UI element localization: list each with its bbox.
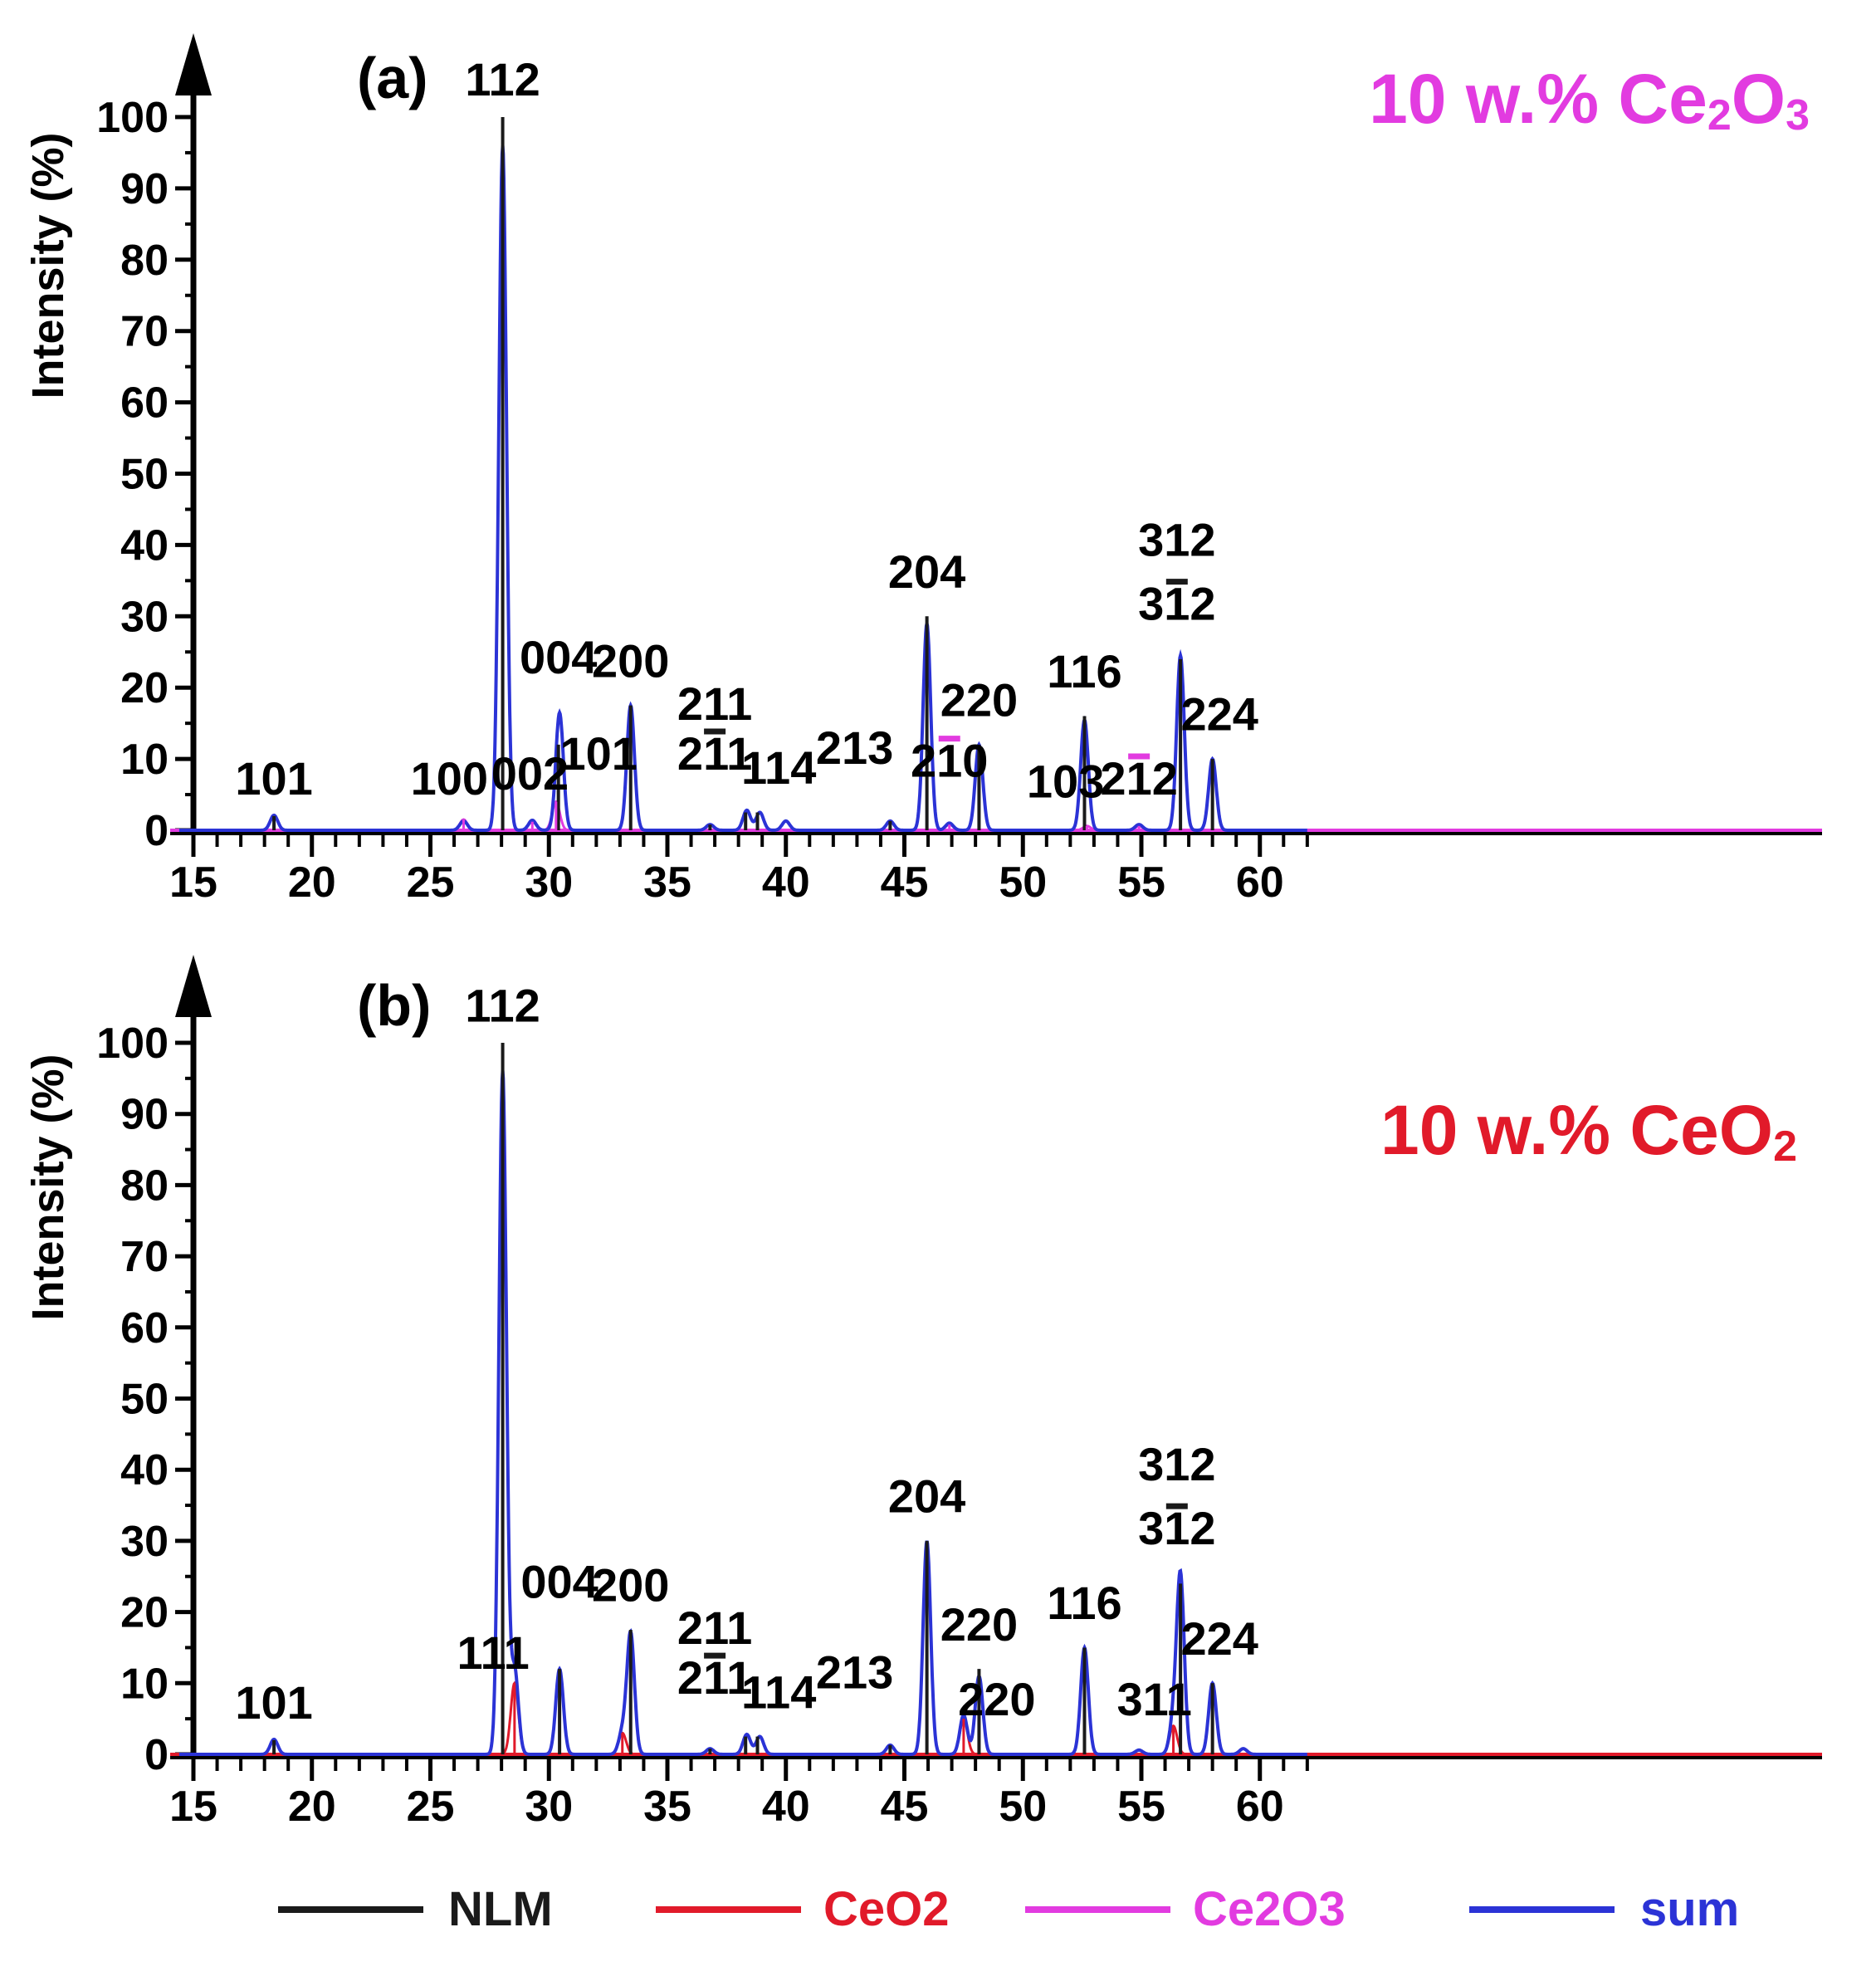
y-tick-label: 90 (120, 165, 169, 213)
y-axis-arrow (175, 33, 212, 95)
hkl-annotation: 312 (1138, 1438, 1215, 1490)
legend: NLM CeO2 Ce2O3 sum (278, 1882, 1739, 1936)
panel-title: 10 w.% Ce2O3 (1369, 60, 1810, 139)
nlm-peak-label: 220 (940, 1598, 1018, 1651)
phase-peak-label: 100 (411, 752, 488, 805)
x-tick-label: 45 (881, 858, 929, 907)
y-tick-label: 70 (120, 1233, 169, 1281)
nlm-peak-label: 204 (888, 545, 965, 598)
x-tick-label: 30 (525, 858, 573, 907)
x-tick-label: 20 (288, 858, 336, 907)
y-tick-label: 60 (120, 1304, 169, 1352)
hkl-annotation: 312 (1138, 513, 1215, 565)
y-tick-label: 90 (120, 1091, 169, 1139)
x-tick-label: 25 (407, 858, 455, 907)
phase-peak-label: 311 (1117, 1673, 1192, 1725)
panel-label: (a) (357, 46, 428, 110)
phase-peak-label: 103 (1027, 755, 1104, 807)
x-tick-label: 30 (525, 1783, 573, 1831)
sum-curve (178, 145, 1307, 832)
legend-label-CeO2: CeO2 (823, 1882, 950, 1936)
x-tick-label: 50 (999, 1783, 1047, 1831)
hkl-annotation: 114 (741, 1666, 816, 1718)
x-tick-label: 55 (1117, 1783, 1165, 1831)
hkl-annotation: 211 (677, 677, 752, 730)
sum-curve (178, 1070, 1307, 1756)
panel-title: 10 w.% CeO2 (1380, 1091, 1797, 1171)
y-axis-arrow (175, 955, 212, 1017)
x-tick-label: 55 (1117, 858, 1165, 907)
panel-a: 0 10 20 30 40 50 60 70 80 90 100 15 20 25 30 35 40 45 50 55… (23, 33, 1822, 907)
phase-peak-label: 111 (457, 1626, 530, 1679)
hkl-annotation: 210 (911, 735, 988, 787)
y-tick-label: 50 (120, 1376, 169, 1424)
x-tick-label: 35 (643, 858, 691, 907)
x-tick-label: 15 (169, 1783, 217, 1831)
legend-label-NLM: NLM (448, 1882, 553, 1936)
phase-peak-label: 220 (958, 1673, 1035, 1725)
x-tick-label: 40 (762, 858, 810, 907)
y-tick-label: 20 (120, 1589, 169, 1637)
y-tick-label: 100 (96, 94, 169, 142)
y-tick-label: 10 (120, 1660, 169, 1708)
y-tick-label: 70 (120, 308, 169, 356)
nlm-peak-label: 112 (465, 53, 540, 105)
x-tick-label: 45 (881, 1783, 929, 1831)
panel-label: (b) (357, 973, 431, 1038)
nlm-peak-label: 112 (465, 979, 540, 1031)
y-tick-label: 100 (96, 1020, 169, 1068)
nlm-peak-label: 213 (816, 721, 893, 774)
x-tick-label: 60 (1236, 858, 1284, 907)
hkl-annotation: 114 (741, 741, 816, 794)
legend-label-Ce2O3: Ce2O3 (1193, 1882, 1346, 1936)
x-tick-label: 60 (1236, 1783, 1284, 1831)
y-tick-label: 60 (120, 379, 169, 428)
nlm-peak-label: 116 (1047, 1577, 1121, 1629)
y-axis-label: Intensity (%) (23, 1054, 73, 1320)
y-tick-label: 40 (120, 521, 169, 570)
phase-peak-label: 002 (491, 747, 569, 800)
hkl-annotation: 312 (1138, 1502, 1215, 1554)
hkl-annotation: 211 (677, 1651, 752, 1704)
y-tick-label: 80 (120, 1162, 169, 1210)
y-tick-label: 0 (144, 1731, 169, 1779)
legend-label-sum: sum (1640, 1882, 1739, 1936)
y-tick-label: 10 (120, 736, 169, 784)
y-tick-label: 20 (120, 664, 169, 712)
phase-peak-label: 101 (559, 727, 637, 780)
y-tick-label: 30 (120, 593, 169, 641)
nlm-peak-label: 224 (1180, 1612, 1258, 1665)
x-tick-label: 35 (643, 1783, 691, 1831)
nlm-peak-label: 213 (816, 1646, 893, 1698)
y-tick-label: 50 (120, 451, 169, 499)
y-axis-label: Intensity (%) (23, 132, 73, 399)
nlm-peak-label: 101 (235, 1676, 312, 1729)
nlm-peak-label: 200 (592, 1559, 669, 1612)
x-tick-label: 40 (762, 1783, 810, 1831)
nlm-peak-label: 204 (888, 1470, 965, 1523)
x-tick-label: 50 (999, 858, 1047, 907)
x-tick-label: 20 (288, 1783, 336, 1831)
nlm-peak-label: 224 (1180, 688, 1258, 741)
y-tick-label: 40 (120, 1446, 169, 1494)
nlm-peak-label: 116 (1047, 645, 1121, 697)
hkl-annotation: 211 (677, 727, 752, 780)
y-tick-label: 80 (120, 237, 169, 285)
x-tick-label: 25 (407, 1783, 455, 1831)
y-tick-label: 30 (120, 1518, 169, 1566)
nlm-peak-label: 004 (520, 631, 597, 683)
hkl-annotation: 212 (1100, 752, 1177, 805)
nlm-peak-label: 220 (940, 674, 1018, 726)
y-tick-label: 0 (144, 807, 169, 855)
x-tick-label: 15 (169, 858, 217, 907)
nlm-peak-label: 101 (235, 752, 312, 805)
nlm-peak-label: 004 (520, 1555, 598, 1607)
hkl-annotation: 312 (1138, 578, 1215, 630)
hkl-annotation: 211 (677, 1602, 752, 1654)
nlm-peak-label: 200 (592, 634, 669, 687)
panel-b: 0 10 20 30 40 50 60 70 80 90 100 15 20 25 30 35 40 45 50 55… (23, 955, 1822, 1831)
